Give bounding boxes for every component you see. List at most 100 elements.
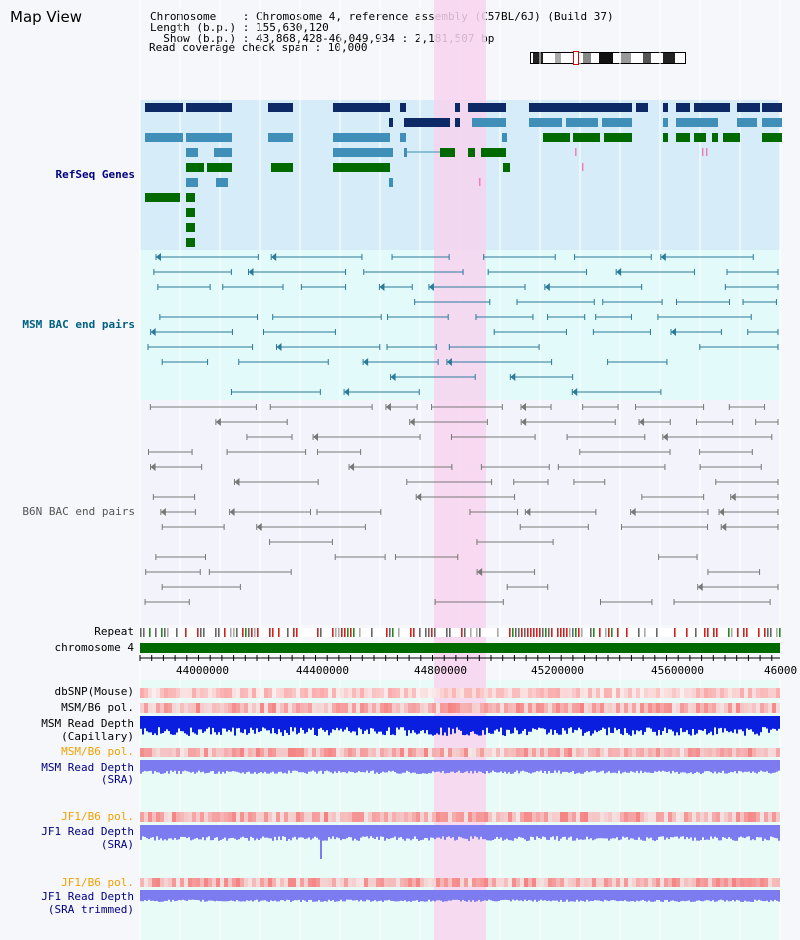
depth-bar xyxy=(662,760,664,771)
depth-bar xyxy=(398,760,400,774)
depth-bar xyxy=(484,716,486,735)
heat-cell xyxy=(588,812,592,822)
heat-cell xyxy=(152,748,156,757)
depth-bar xyxy=(390,760,392,772)
heat-cell xyxy=(440,688,444,698)
depth-bar xyxy=(240,890,242,902)
heat-cell xyxy=(596,878,600,887)
depth-bar xyxy=(414,890,416,901)
depth-bar xyxy=(496,716,498,730)
repeat-mark xyxy=(386,628,388,637)
heat-cell xyxy=(564,748,568,757)
msm-read-depth-cap-sublabel: (Capillary) xyxy=(61,730,134,743)
depth-bar xyxy=(600,716,602,731)
refseq-gene xyxy=(503,163,510,172)
heat-cell xyxy=(348,812,352,822)
msm-read-depth-cap-label: MSM Read Depth xyxy=(41,717,134,730)
depth-bar xyxy=(530,890,532,901)
heat-cell xyxy=(764,748,768,757)
heat-cell xyxy=(512,748,516,757)
refseq-gene xyxy=(529,103,632,112)
repeat-mark xyxy=(779,628,781,637)
chromosome-ideogram[interactable] xyxy=(530,51,686,65)
heat-cell xyxy=(200,748,204,757)
heat-cell xyxy=(416,703,420,713)
depth-bar xyxy=(392,890,394,901)
depth-bar xyxy=(422,716,424,731)
heat-cell xyxy=(392,688,396,698)
depth-bar xyxy=(472,890,474,901)
depth-bar xyxy=(686,716,688,731)
depth-bar xyxy=(440,716,442,728)
depth-bar xyxy=(760,716,762,733)
depth-bar xyxy=(632,760,634,772)
depth-bar xyxy=(526,760,528,772)
msm-b6-pol-track-label: MSM/B6 pol. xyxy=(61,701,134,714)
depth-bar xyxy=(258,716,260,733)
depth-bar xyxy=(204,716,206,732)
depth-bar xyxy=(272,760,274,772)
refseq-gene xyxy=(440,148,455,157)
heat-cell xyxy=(724,688,728,698)
depth-bar xyxy=(512,716,514,734)
depth-bar xyxy=(752,716,754,732)
heat-cell xyxy=(320,878,324,887)
repeat-track-label: Repeat xyxy=(94,625,134,638)
heat-cell xyxy=(608,812,612,822)
heat-cell xyxy=(252,703,256,713)
depth-bar xyxy=(712,716,714,736)
heat-cell xyxy=(764,703,768,713)
depth-bar xyxy=(246,716,248,735)
msm-bac-pair xyxy=(344,388,350,396)
depth-bar xyxy=(250,890,252,901)
depth-bar xyxy=(460,890,462,902)
msm-bac-end-pairs-label[interactable]: MSM BAC end pairs xyxy=(22,318,135,331)
heat-cell xyxy=(664,878,668,887)
depth-bar xyxy=(446,716,448,736)
depth-bar xyxy=(234,760,236,772)
heat-cell xyxy=(540,812,544,822)
repeat-mark xyxy=(536,628,538,637)
heat-cell xyxy=(512,878,516,887)
depth-bar xyxy=(442,760,444,771)
depth-bar xyxy=(708,760,710,772)
b6n-bac-end-pairs-label[interactable]: B6N BAC end pairs xyxy=(22,505,135,518)
heat-cell xyxy=(152,878,156,887)
depth-bar xyxy=(494,716,496,731)
depth-bar xyxy=(634,716,636,735)
heat-cell xyxy=(288,748,292,757)
heat-cell xyxy=(324,812,328,822)
depth-bar xyxy=(740,825,742,837)
depth-bar xyxy=(674,825,676,837)
heat-cell xyxy=(352,812,356,822)
depth-bar xyxy=(160,890,162,902)
depth-bar xyxy=(584,825,586,840)
depth-bar xyxy=(494,760,496,772)
heat-cell xyxy=(480,688,484,698)
b6n-bac-pair xyxy=(521,418,527,426)
depth-bar xyxy=(400,716,402,728)
depth-bar xyxy=(766,825,768,841)
refseq-gene xyxy=(186,148,198,157)
b6n-bac-pair xyxy=(520,403,526,411)
repeat-mark xyxy=(731,628,733,637)
heat-cell xyxy=(484,703,488,713)
depth-bar xyxy=(244,890,246,902)
depth-bar xyxy=(244,716,246,730)
depth-bar xyxy=(588,760,590,773)
heat-cell xyxy=(404,688,408,698)
depth-bar xyxy=(382,825,384,837)
heat-cell xyxy=(260,703,264,713)
heat-cell xyxy=(632,878,636,887)
depth-bar xyxy=(408,716,410,731)
depth-bar xyxy=(492,825,494,841)
depth-bar xyxy=(324,716,326,732)
refseq-genes-label[interactable]: RefSeq Genes xyxy=(55,168,135,181)
depth-bar xyxy=(396,825,398,840)
depth-bar xyxy=(754,716,756,735)
depth-bar xyxy=(240,716,242,733)
depth-bar xyxy=(422,825,424,840)
ideogram-position-marker[interactable] xyxy=(573,51,579,65)
heat-cell xyxy=(524,748,528,757)
